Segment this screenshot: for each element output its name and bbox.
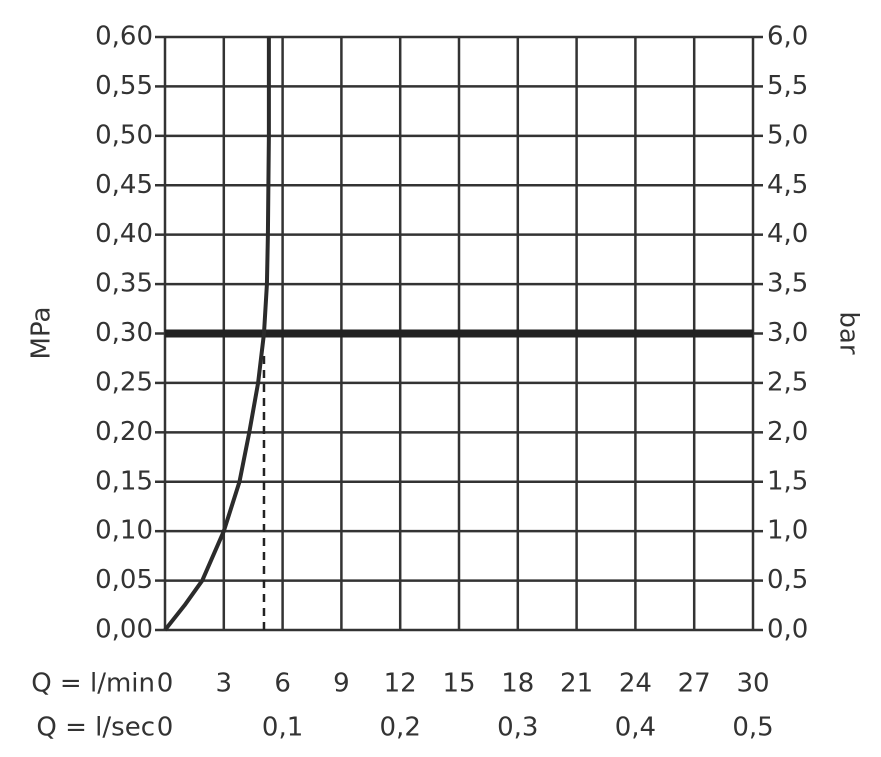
y2-tick-label: 2,0	[767, 417, 808, 447]
y2-tick-label: 2,5	[767, 367, 808, 397]
x2-tick-label: 0,5	[732, 713, 773, 743]
x-tick-label: 12	[384, 669, 417, 699]
y-tick-label: 0,45	[95, 170, 153, 200]
y2-tick-label: 4,0	[767, 219, 808, 249]
y-tick-label: 0,50	[95, 120, 153, 150]
x2-tick-label: 0,3	[497, 713, 538, 743]
y-tick-label: 0,30	[95, 318, 153, 348]
x2-axis-label: Q = l/sec	[36, 713, 155, 743]
y-tick-label: 0,35	[95, 269, 153, 299]
x-axis-label: Q = l/min	[31, 669, 155, 699]
x-tick-label: 15	[442, 669, 475, 699]
y-tick-label: 0,20	[95, 417, 153, 447]
y-tick-label: 0,55	[95, 71, 153, 101]
y2-tick-label: 4,5	[767, 170, 808, 200]
y2-tick-label: 5,0	[767, 120, 808, 150]
y2-tick-label: 6,0	[767, 22, 808, 52]
x2-tick-label: 0,1	[262, 713, 303, 743]
y2-axis-label: bar	[834, 311, 864, 354]
y2-tick-label: 3,5	[767, 269, 808, 299]
y-tick-label: 0,15	[95, 466, 153, 496]
x-tick-label: 9	[333, 669, 350, 699]
x-tick-label: 18	[501, 669, 534, 699]
x-tick-label: 3	[216, 669, 233, 699]
y2-tick-label: 1,0	[767, 516, 808, 546]
x2-tick-label: 0,4	[615, 713, 656, 743]
y-tick-label: 0,40	[95, 219, 153, 249]
y2-tick-label: 0,0	[767, 615, 808, 645]
x-tick-label: 21	[560, 669, 593, 699]
y2-tick-label: 0,5	[767, 565, 808, 595]
x-tick-label: 27	[678, 669, 711, 699]
y-tick-label: 0,05	[95, 565, 153, 595]
y2-tick-label: 3,0	[767, 318, 808, 348]
x-tick-label: 30	[736, 669, 769, 699]
y-tick-label: 0,60	[95, 22, 153, 52]
y-axis-label: MPa	[27, 307, 57, 360]
y-tick-label: 0,10	[95, 516, 153, 546]
y-tick-label: 0,00	[95, 615, 153, 645]
y-tick-label: 0,25	[95, 367, 153, 397]
x-tick-label: 6	[274, 669, 291, 699]
y2-tick-label: 5,5	[767, 71, 808, 101]
x-tick-label: 24	[619, 669, 652, 699]
y2-tick-label: 1,5	[767, 466, 808, 496]
x-tick-label: 0	[157, 669, 174, 699]
x2-tick-label: 0,2	[380, 713, 421, 743]
x2-tick-label: 0	[157, 713, 174, 743]
flow-curve	[163, 37, 271, 632]
